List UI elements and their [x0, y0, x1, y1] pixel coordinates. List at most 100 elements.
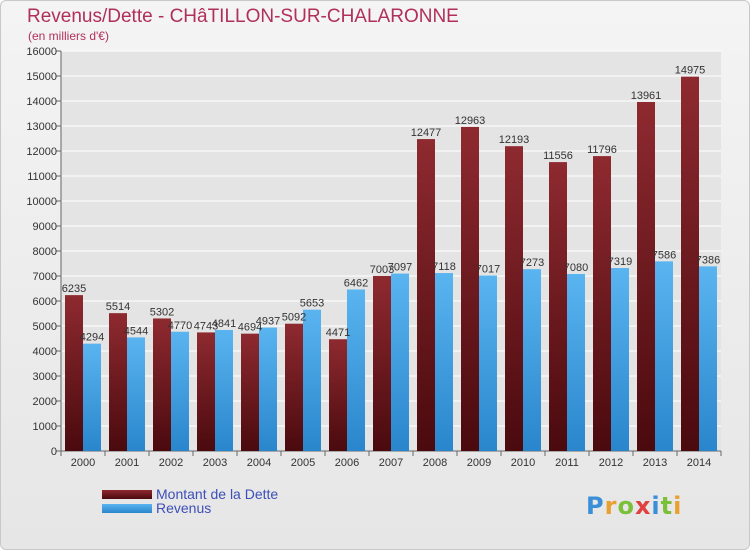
x-tick-label: 2000: [71, 457, 95, 469]
data-label-revenus: 7273: [520, 257, 544, 269]
data-label-dette: 7003: [370, 264, 394, 276]
x-tick-label: 2013: [643, 457, 667, 469]
y-tick-label: 13000: [26, 121, 57, 133]
bar-revenus: [567, 274, 585, 451]
data-label-revenus: 7097: [388, 262, 412, 274]
data-label-revenus: 7586: [652, 249, 676, 261]
y-tick-label: 7000: [33, 271, 57, 283]
bar-revenus: [699, 266, 717, 451]
bar-revenus: [171, 331, 189, 451]
y-tick-label: 11000: [27, 171, 57, 183]
x-tick-label: 2006: [335, 457, 359, 469]
bar-dette: [329, 339, 347, 451]
bar-revenus: [303, 309, 321, 451]
data-label-dette: 6235: [62, 283, 86, 295]
data-label-revenus: 7080: [564, 262, 588, 274]
data-label-dette: 4471: [326, 327, 350, 339]
data-label-dette: 13961: [631, 90, 662, 102]
data-label-revenus: 6462: [344, 277, 368, 289]
x-tick-label: 2010: [511, 457, 535, 469]
bar-revenus: [479, 275, 497, 451]
bar-revenus: [611, 268, 629, 451]
y-tick-label: 2000: [33, 396, 57, 408]
data-label-revenus: 7118: [432, 261, 456, 273]
x-tick-label: 2007: [379, 457, 403, 469]
y-tick-label: 16000: [26, 46, 57, 58]
x-tick-label: 2009: [467, 457, 491, 469]
data-label-revenus: 7319: [608, 256, 632, 268]
bar-revenus: [523, 269, 541, 451]
data-label-dette: 14975: [675, 65, 706, 77]
x-tick-label: 2004: [247, 457, 271, 469]
bar-dette: [65, 295, 83, 451]
data-label-dette: 11556: [543, 150, 573, 162]
data-label-dette: 4694: [238, 322, 262, 334]
chart-title: Revenus/Dette - CHâTILLON-SUR-CHALARONNE: [27, 6, 459, 27]
data-label-revenus: 4294: [80, 332, 104, 344]
y-tick-label: 5000: [33, 321, 57, 333]
data-label-revenus: 4770: [168, 320, 192, 332]
data-label-dette: 12963: [455, 115, 486, 127]
legend-label-revenus: Revenus: [156, 500, 212, 516]
bar-revenus: [435, 273, 453, 451]
bar-dette: [637, 101, 655, 451]
x-tick-label: 2002: [159, 457, 183, 469]
x-tick-label: 2014: [687, 457, 711, 469]
bar-revenus: [259, 327, 277, 451]
y-tick-label: 14000: [26, 96, 57, 108]
x-tick-label: 2012: [599, 457, 623, 469]
data-label-revenus: 7017: [476, 264, 500, 276]
legend-swatch-revenus: [102, 504, 152, 513]
x-tick-label: 2001: [115, 457, 139, 469]
y-tick-label: 9000: [33, 221, 57, 233]
bar-dette: [197, 332, 215, 451]
bar-dette: [417, 139, 435, 451]
data-label-revenus: 4841: [212, 318, 236, 330]
bar-dette: [153, 318, 171, 451]
bar-revenus: [127, 337, 145, 451]
data-label-dette: 11796: [587, 144, 617, 156]
y-tick-label: 0: [51, 446, 57, 458]
data-label-revenus: 4937: [256, 316, 280, 328]
legend-swatch-debt: [102, 490, 152, 499]
y-tick-label: 15000: [26, 71, 57, 83]
bar-dette: [285, 323, 303, 451]
data-label-dette: 5302: [150, 306, 174, 318]
bar-dette: [109, 313, 127, 451]
y-tick-label: 10000: [26, 196, 57, 208]
bar-dette: [593, 156, 611, 451]
y-tick-label: 3000: [33, 371, 57, 383]
bar-revenus: [347, 289, 365, 451]
bar-dette: [681, 76, 699, 451]
data-label-dette: 5514: [106, 301, 130, 313]
data-label-revenus: 7386: [696, 254, 720, 266]
x-tick-label: 2003: [203, 457, 227, 469]
bar-dette: [461, 126, 479, 452]
bar-dette: [505, 146, 523, 452]
x-tick-label: 2011: [555, 457, 579, 469]
y-tick-label: 8000: [33, 246, 57, 258]
chart-subtitle: (en milliers d'€): [28, 29, 109, 43]
bar-revenus: [655, 261, 673, 451]
bar-revenus: [83, 343, 101, 451]
proxiti-logo: Proxiti: [586, 492, 683, 520]
data-label-dette: 5092: [282, 312, 306, 324]
y-tick-label: 6000: [33, 296, 57, 308]
y-tick-label: 1000: [33, 421, 57, 433]
bar-dette: [241, 333, 259, 451]
y-tick-label: 4000: [33, 346, 57, 358]
data-label-dette: 12477: [411, 127, 442, 139]
data-label-dette: 4743: [194, 320, 218, 332]
bar-revenus: [391, 273, 409, 451]
data-label-revenus: 4544: [124, 325, 148, 337]
bar-dette: [373, 275, 391, 451]
bar-dette: [549, 162, 567, 451]
data-label-dette: 12193: [499, 134, 530, 146]
x-tick-label: 2005: [291, 457, 315, 469]
legend-label-debt: Montant de la Dette: [156, 486, 279, 502]
data-label-revenus: 5653: [300, 298, 324, 310]
bar-revenus: [215, 329, 233, 451]
y-tick-label: 12000: [26, 146, 57, 158]
